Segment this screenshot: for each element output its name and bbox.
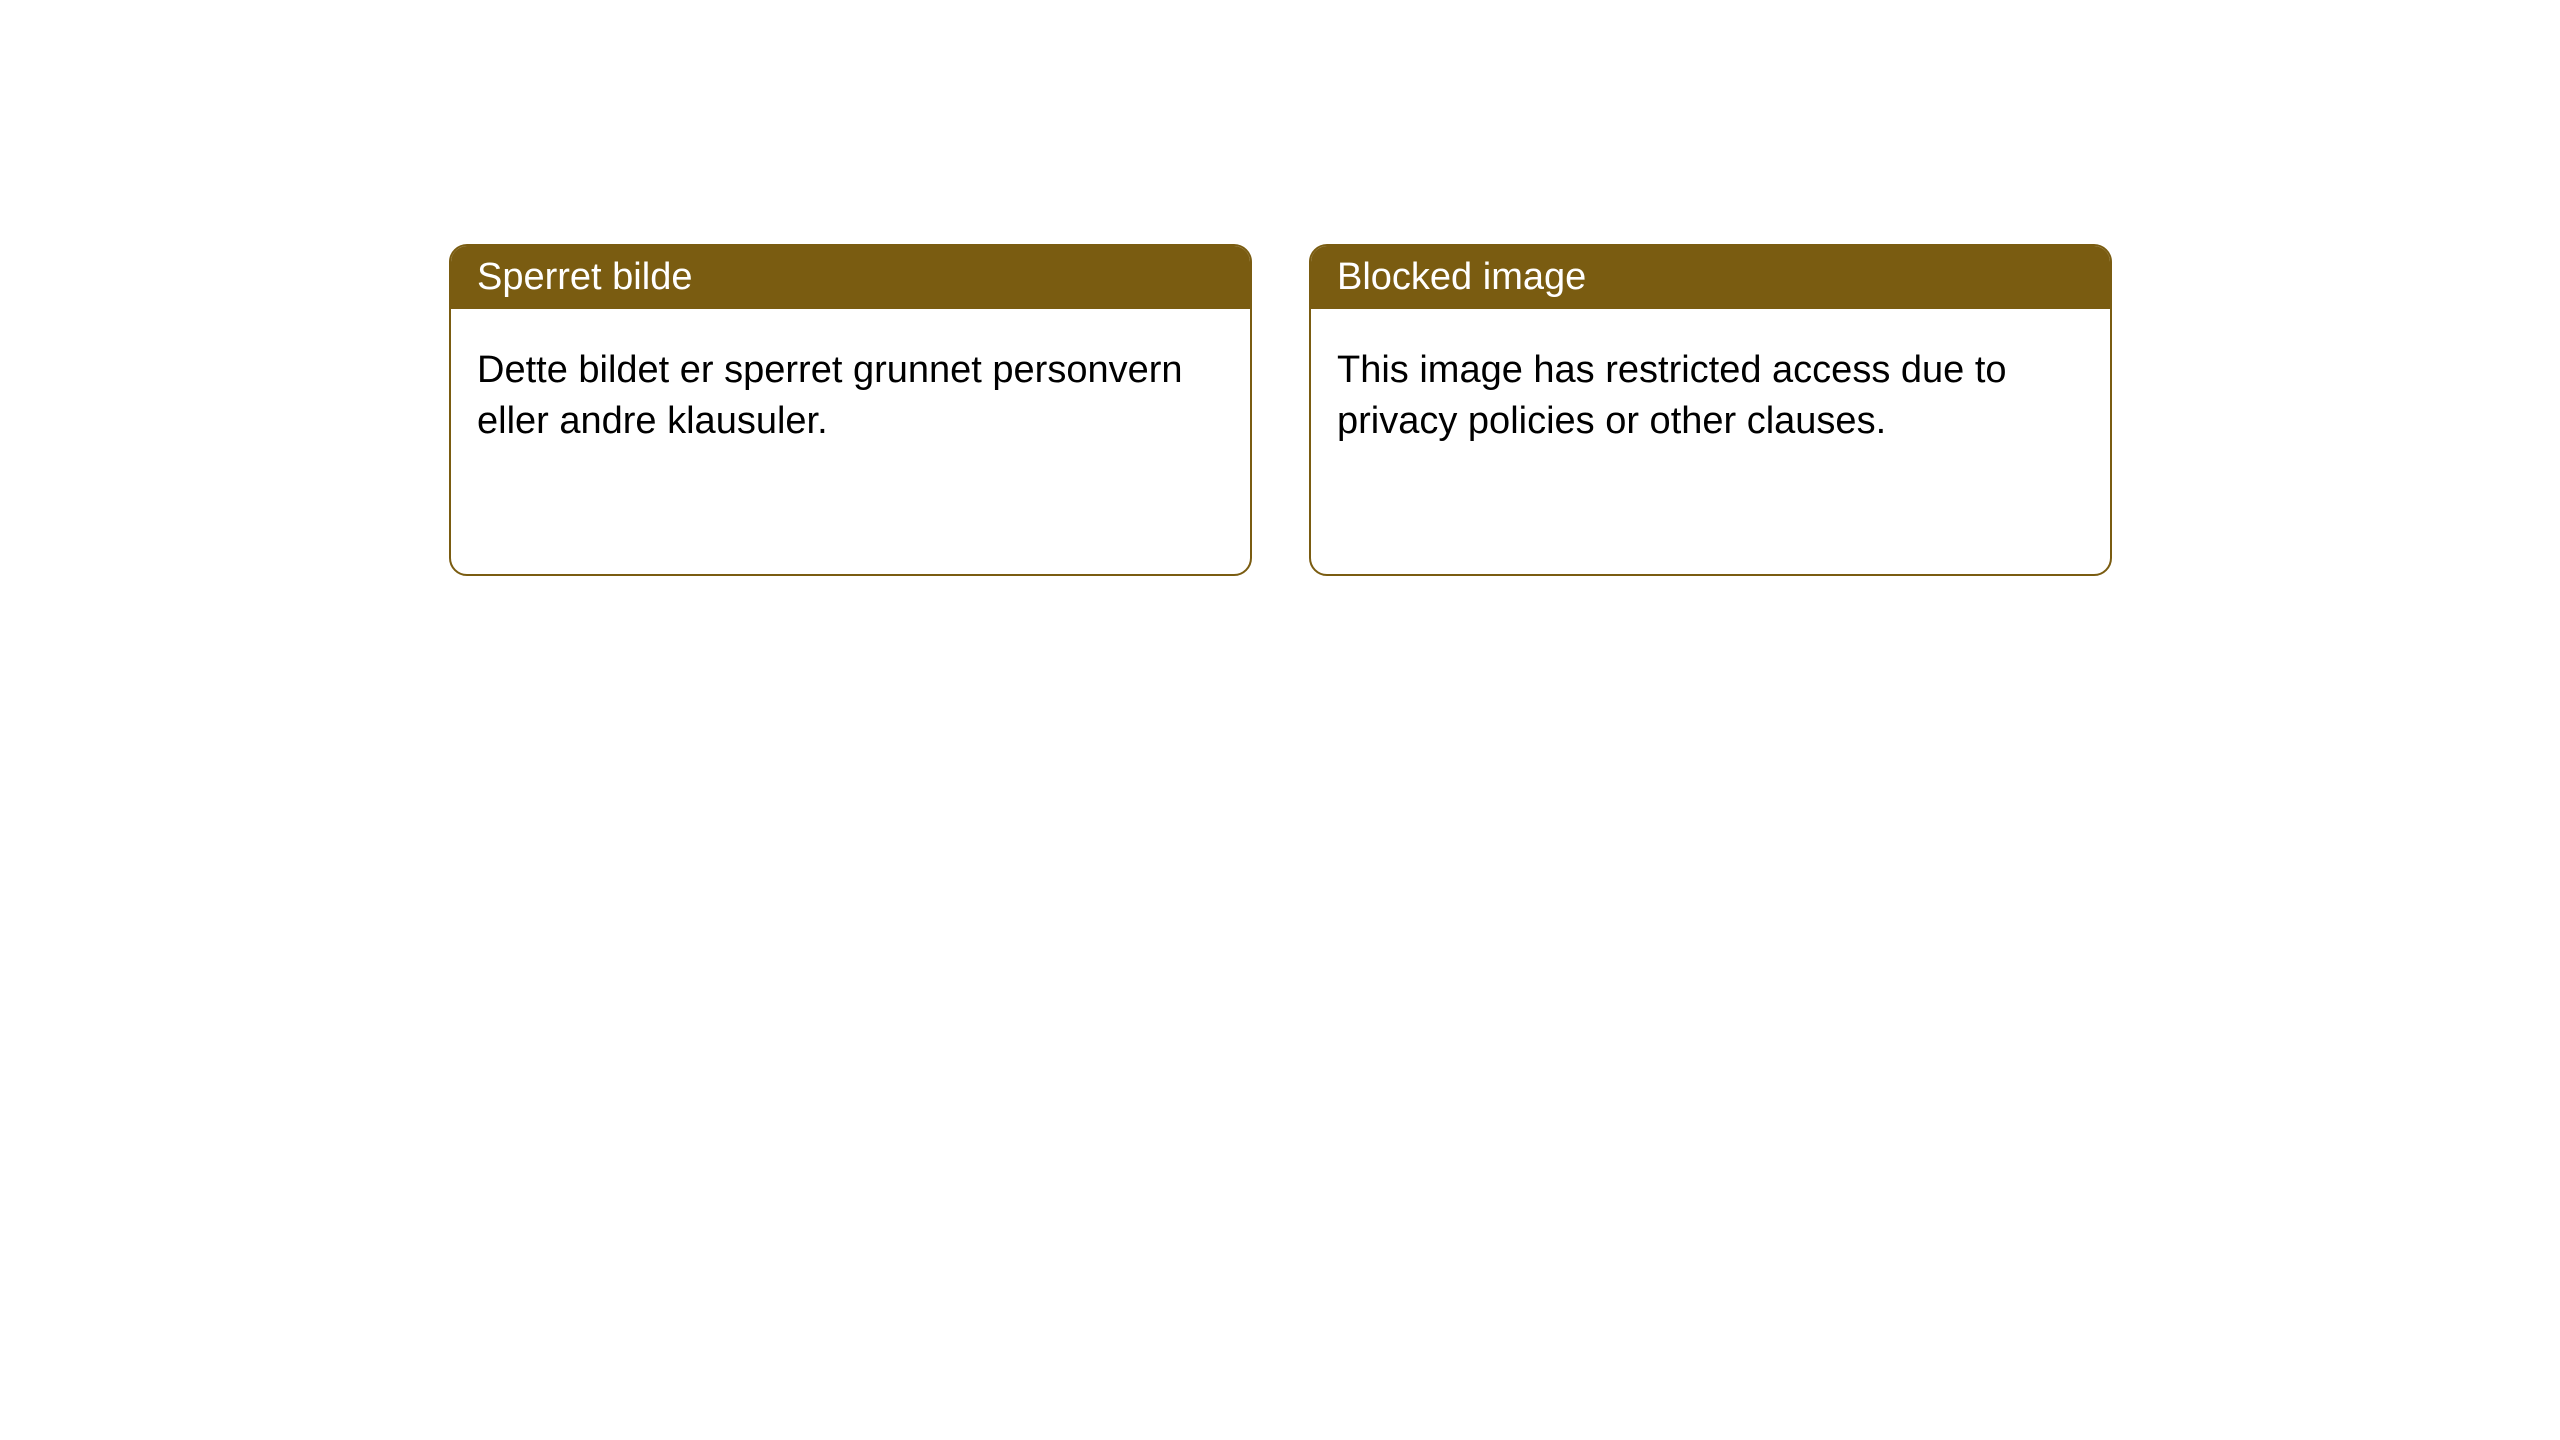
card-body: Dette bildet er sperret grunnet personve… <box>451 309 1250 484</box>
card-title: Blocked image <box>1337 256 1586 298</box>
card-body-text: This image has restricted access due to … <box>1337 349 2007 442</box>
card-header: Sperret bilde <box>451 246 1250 309</box>
card-body-text: Dette bildet er sperret grunnet personve… <box>477 349 1183 442</box>
card-body: This image has restricted access due to … <box>1311 309 2110 484</box>
card-title: Sperret bilde <box>477 256 692 298</box>
notice-card-norwegian: Sperret bilde Dette bildet er sperret gr… <box>449 244 1252 576</box>
notice-card-english: Blocked image This image has restricted … <box>1309 244 2112 576</box>
notice-container: Sperret bilde Dette bildet er sperret gr… <box>0 0 2560 576</box>
card-header: Blocked image <box>1311 246 2110 309</box>
